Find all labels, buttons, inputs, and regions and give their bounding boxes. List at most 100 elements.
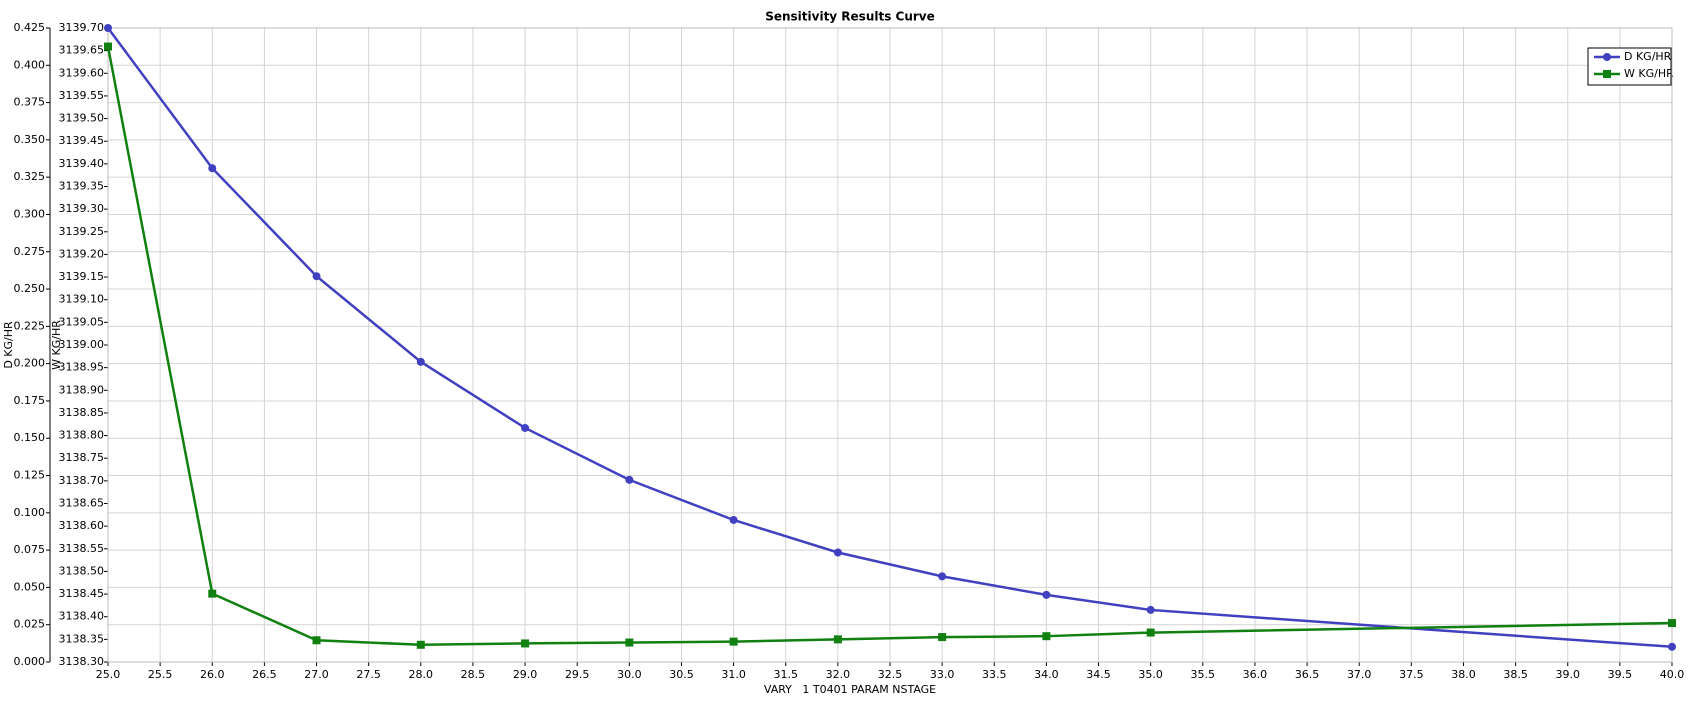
y2-tick-label: 3138.80: [59, 429, 105, 442]
y2-tick-label: 3138.75: [59, 451, 105, 464]
point: [938, 572, 947, 581]
y-tick-label: 0.025: [14, 618, 46, 631]
x-tick-label: 37.0: [1347, 668, 1372, 681]
point: [1668, 619, 1676, 628]
x-tick-label: 38.5: [1503, 668, 1528, 681]
series-line: [106, 27, 1673, 649]
y2-tick-label: 3139.35: [59, 180, 105, 193]
y-tick-label: 0.250: [14, 282, 46, 295]
y2-tick-label: 3138.40: [59, 610, 105, 623]
y2-tick-label: 3138.50: [59, 564, 105, 577]
point: [312, 272, 321, 281]
y2-tick-label: 3139.60: [59, 66, 105, 79]
y-tick-label: 0.350: [14, 133, 46, 146]
legend-label: D KG/HR: [1624, 50, 1672, 63]
y2-tick-label: 3138.45: [59, 587, 105, 600]
x-tick-label: 39.5: [1608, 668, 1633, 681]
legend-label: W KG/HR: [1624, 67, 1674, 80]
x-tick-label: 30.5: [669, 668, 694, 681]
x-tick-label: 36.0: [1243, 668, 1268, 681]
y2-tick-label: 3139.65: [59, 44, 105, 57]
x-tick-label: 33.0: [930, 668, 955, 681]
x-tick-label: 31.0: [721, 668, 746, 681]
y2-tick-label: 3138.60: [59, 519, 105, 532]
y2-tick-label: 3138.85: [59, 406, 105, 419]
point: [104, 42, 112, 51]
y-tick-label: 0.325: [14, 170, 46, 183]
x-tick-label: 30.0: [617, 668, 642, 681]
y2-tick-label: 3138.65: [59, 497, 105, 510]
point: [833, 548, 842, 557]
point: [521, 423, 530, 432]
y-tick-label: 0.400: [14, 58, 46, 71]
x-tick-label: 31.5: [773, 668, 798, 681]
x-tick-label: 28.0: [409, 668, 434, 681]
y2-tick-label: 3139.05: [59, 315, 105, 328]
x-tick-label: 26.0: [200, 668, 225, 681]
x-tick-label: 26.5: [252, 668, 277, 681]
chart-title: Sensitivity Results Curve: [765, 10, 935, 24]
x-tick-label: 28.5: [461, 668, 486, 681]
x-tick-label: 27.0: [304, 668, 329, 681]
point: [208, 164, 217, 173]
x-tick-label: 27.5: [356, 668, 381, 681]
x-tick-label: 38.0: [1451, 668, 1476, 681]
y-tick-label: 0.150: [14, 431, 46, 444]
x-tick-label: 36.5: [1295, 668, 1320, 681]
y-tick-label: 0.175: [14, 394, 46, 407]
point: [1668, 642, 1676, 651]
y2-tick-label: 3138.95: [59, 361, 105, 374]
y-tick-label: 0.075: [14, 543, 46, 556]
point: [729, 515, 738, 524]
y-tick-label: 0.275: [14, 245, 46, 258]
legend-marker: [1603, 70, 1611, 78]
y2-tick-label: 3139.40: [59, 157, 105, 170]
y-tick-label: 0.225: [14, 319, 46, 332]
point: [625, 638, 634, 647]
point: [416, 357, 425, 366]
y2-axis-title: W KG/HR: [50, 320, 63, 370]
legend: D KG/HR W KG/HR: [1587, 47, 1674, 86]
y2-tick-label: 3139.45: [59, 134, 105, 147]
x-tick-label: 25.0: [96, 668, 121, 681]
y2-tick-label: 3138.55: [59, 542, 105, 555]
point: [938, 633, 947, 642]
series-line: [106, 46, 1673, 647]
y2-tick-label: 3139.15: [59, 270, 105, 283]
y2-tick-label: 3138.70: [59, 474, 105, 487]
y2-tick-label: 3139.25: [59, 225, 105, 238]
x-tick-label: 39.0: [1555, 668, 1580, 681]
y2-tick-label: 3139.30: [59, 202, 105, 215]
x-tick-label: 32.5: [878, 668, 903, 681]
point: [312, 636, 321, 645]
x-tick-label: 34.0: [1034, 668, 1059, 681]
point: [1042, 632, 1051, 641]
x-tick-label: 35.5: [1191, 668, 1216, 681]
x-tick-label: 25.5: [148, 668, 173, 681]
y-axis-title: D KG/HR: [2, 321, 15, 369]
y-tick-label: 0.375: [14, 96, 46, 109]
x-tick-label: 33.5: [982, 668, 1007, 681]
grid: [107, 27, 1673, 663]
y-tick-label: 0.000: [14, 655, 46, 668]
point: [104, 24, 112, 32]
x-tick-label: 34.5: [1086, 668, 1111, 681]
legend-box: [1587, 47, 1672, 86]
y-tick-label: 0.125: [14, 469, 46, 482]
y-tick-label: 0.200: [14, 357, 46, 370]
point: [833, 635, 842, 644]
x-axis-title: VARY 1 T0401 PARAM NSTAGE: [764, 683, 936, 696]
y2-tick-label: 3139.70: [59, 21, 105, 34]
legend-marker: [1603, 53, 1611, 61]
y2-tick-label: 3139.50: [59, 112, 105, 125]
x-tick-label: 40.0: [1660, 668, 1685, 681]
y2-tick-label: 3139.20: [59, 247, 105, 260]
y2-tick-label: 3139.00: [59, 338, 105, 351]
point: [208, 589, 217, 598]
y-tick-label: 0.300: [14, 207, 46, 220]
y-tick-label: 0.050: [14, 580, 46, 593]
plot-frame: [107, 27, 1673, 663]
point: [1146, 605, 1155, 614]
point: [416, 640, 425, 649]
